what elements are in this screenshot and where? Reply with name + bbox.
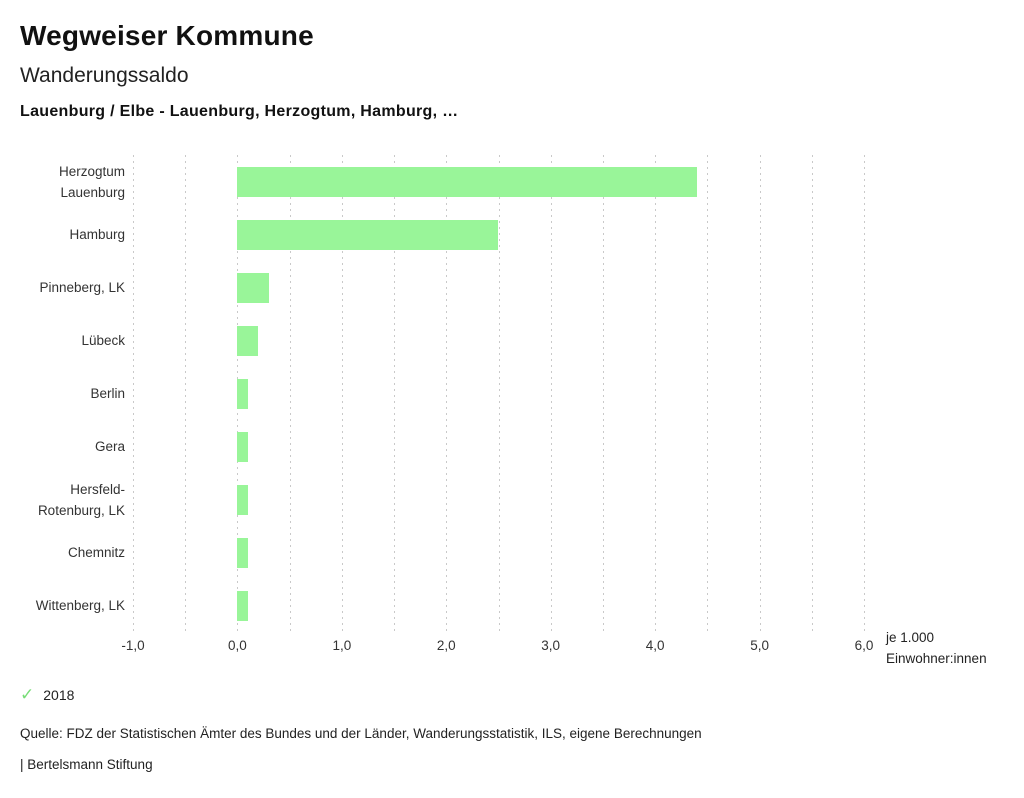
category-label: Hersfeld- Rotenburg, LK xyxy=(37,481,125,518)
bar xyxy=(237,219,499,250)
bar xyxy=(237,166,697,197)
axis-unit-line-1: je 1.000 xyxy=(886,630,935,645)
bar xyxy=(237,272,269,303)
legend-item-2018[interactable]: ✓ 2018 xyxy=(20,685,75,704)
category-label: Lübeck xyxy=(81,333,125,348)
gridline xyxy=(550,155,552,632)
x-tick-label: 0,0 xyxy=(228,638,247,653)
source-note: Quelle: FDZ der Statistischen Ämter des … xyxy=(20,726,702,741)
gridline xyxy=(498,155,500,632)
bar xyxy=(237,537,248,568)
chart-subtitle: Lauenburg / Elbe - Lauenburg, Herzogtum,… xyxy=(20,103,459,120)
app-title: Wegweiser Kommune xyxy=(20,20,314,51)
category-label: Wittenberg, LK xyxy=(35,598,125,613)
attribution: | Bertelsmann Stiftung xyxy=(20,757,153,772)
bar xyxy=(237,590,248,621)
gridline xyxy=(864,155,865,632)
gridline xyxy=(759,155,761,632)
category-label: Berlin xyxy=(90,386,125,401)
axis-unit-label: je 1.000 Einwohner:innen xyxy=(886,627,987,669)
category-label: Chemnitz xyxy=(67,545,125,560)
legend-label: 2018 xyxy=(43,687,75,703)
gridline xyxy=(655,155,657,632)
x-tick-label: 5,0 xyxy=(750,638,769,653)
category-label: Hamburg xyxy=(69,227,125,242)
bar xyxy=(237,431,248,462)
chart-title: Wanderungssaldo xyxy=(20,64,189,87)
check-icon: ✓ xyxy=(20,685,35,704)
category-label: Herzogtum Lauenburg xyxy=(58,163,125,200)
gridline xyxy=(185,155,187,632)
x-tick-label: 6,0 xyxy=(854,638,874,653)
bar xyxy=(237,325,259,356)
gridline xyxy=(811,155,813,632)
gridline xyxy=(707,155,709,632)
axis-unit-line-2: Einwohner:innen xyxy=(886,651,987,666)
gridline xyxy=(133,155,134,632)
x-tick-label: 1,0 xyxy=(332,638,352,653)
x-tick-label: -1,0 xyxy=(121,638,145,653)
bar xyxy=(237,378,248,409)
gridline xyxy=(341,155,343,632)
x-tick-label: 2,0 xyxy=(436,638,456,653)
category-label: Pinneberg, LK xyxy=(39,280,125,295)
category-label: Gera xyxy=(94,439,125,454)
x-tick-label: 3,0 xyxy=(541,638,561,653)
gridline xyxy=(289,155,291,632)
gridline xyxy=(446,155,448,632)
x-tick-label: 4,0 xyxy=(645,638,665,653)
bar xyxy=(237,484,248,515)
gridline xyxy=(602,155,604,632)
gridline xyxy=(394,155,396,632)
